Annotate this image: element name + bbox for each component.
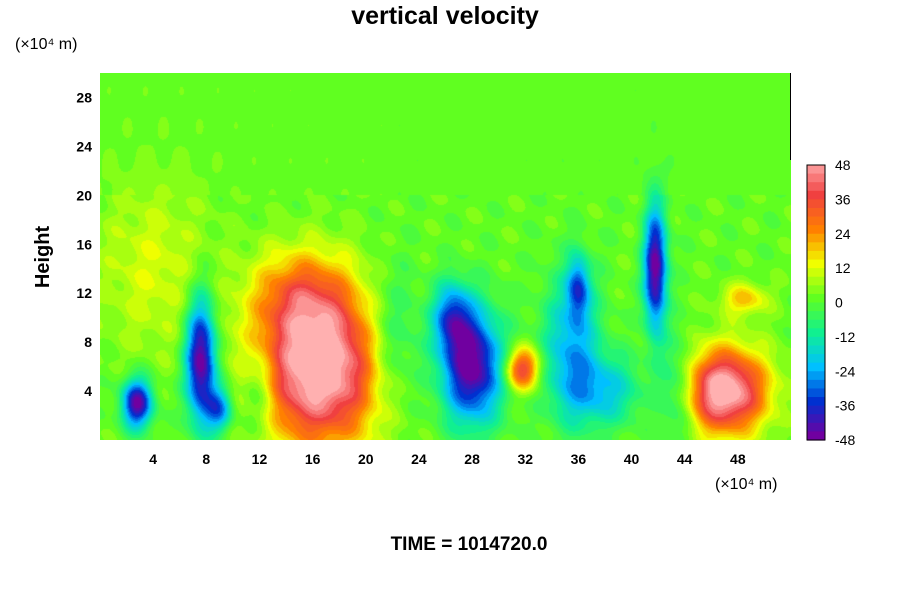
colorbar-swatch	[807, 414, 825, 424]
colorbar-swatch	[807, 354, 825, 364]
colorbar-swatch	[807, 268, 825, 278]
colorbar-swatch	[807, 276, 825, 286]
colorbar-tick-label: 36	[835, 191, 851, 207]
x-tick-label: 4	[149, 451, 157, 467]
colorbar-swatch	[807, 405, 825, 415]
colorbar-frame	[806, 164, 826, 441]
x-tick-label: 8	[202, 451, 210, 467]
colorbar: 48 36 24 12 0 -12 -24 -36 -48	[806, 157, 855, 448]
colorbar-swatch	[807, 225, 825, 235]
colorbar-swatch	[807, 345, 825, 355]
plot-area	[100, 73, 791, 440]
colorbar-swatch	[807, 259, 825, 269]
x-tick-label: 48	[730, 451, 746, 467]
x-tick-label: 12	[252, 451, 268, 467]
y-axis-label: Height	[32, 226, 54, 289]
x-unit-label: (×10⁴ m)	[715, 476, 777, 493]
colorbar-tick-label: -36	[835, 398, 855, 414]
colorbar-tick-label: 48	[835, 157, 851, 173]
colorbar-tick-label: -12	[835, 329, 855, 345]
colorbar-tick-label: 0	[835, 295, 843, 311]
colorbar-swatch	[807, 199, 825, 209]
colorbar-swatch	[807, 182, 825, 192]
chart-title: vertical velocity	[351, 2, 539, 30]
colorbar-swatch	[807, 165, 825, 175]
colorbar-tick-label: 24	[835, 226, 851, 242]
colorbar-swatch	[807, 336, 825, 347]
y-tick-label: 28	[76, 89, 92, 105]
x-tick-labels: 4 8 12 16 20 24 28 32 36 40 44 48	[149, 451, 746, 467]
x-tick-label: 28	[464, 451, 480, 467]
y-tick-labels: 4 8 12 16 20 24 28	[76, 89, 92, 399]
colorbar-swatch	[807, 422, 825, 433]
colorbar-swatch	[807, 362, 825, 372]
colorbar-swatch	[807, 285, 825, 295]
colorbar-swatch	[807, 173, 825, 183]
colorbar-swatch	[807, 319, 825, 329]
y-tick-label: 20	[76, 187, 92, 203]
colorbar-swatch	[807, 379, 825, 390]
x-tick-label: 40	[624, 451, 640, 467]
y-tick-label: 12	[76, 285, 92, 301]
colorbar-tick-label: 12	[835, 260, 851, 276]
x-tick-label: 24	[411, 451, 427, 467]
x-tick-label: 20	[358, 451, 374, 467]
x-tick-label: 36	[571, 451, 587, 467]
colorbar-swatch	[807, 250, 825, 261]
y-tick-label: 8	[84, 334, 92, 350]
colorbar-swatch	[807, 242, 825, 252]
colorbar-swatch	[807, 216, 825, 226]
time-label: TIME = 1014720.0	[391, 534, 548, 555]
colorbar-swatch	[807, 207, 825, 218]
y-tick-label: 4	[84, 383, 92, 399]
colorbar-tick-label: -48	[835, 432, 855, 448]
heatmap-image	[100, 73, 791, 440]
colorbar-swatch	[807, 233, 825, 243]
colorbar-swatch	[807, 293, 825, 304]
colorbar-swatch	[807, 388, 825, 398]
colorbar-swatch	[807, 397, 825, 407]
y-tick-label: 24	[76, 138, 92, 154]
colorbar-swatch	[807, 371, 825, 381]
colorbar-tick-label: -24	[835, 363, 855, 379]
colorbar-swatch	[807, 431, 825, 441]
x-tick-label: 16	[305, 451, 321, 467]
x-tick-label: 44	[677, 451, 693, 467]
colorbar-swatch	[807, 190, 825, 200]
colorbar-swatch	[807, 302, 825, 312]
y-tick-label: 16	[76, 236, 92, 252]
colorbar-swatch	[807, 311, 825, 321]
x-tick-label: 32	[517, 451, 533, 467]
colorbar-swatch	[807, 328, 825, 338]
y-unit-label: (×10⁴ m)	[15, 36, 77, 53]
